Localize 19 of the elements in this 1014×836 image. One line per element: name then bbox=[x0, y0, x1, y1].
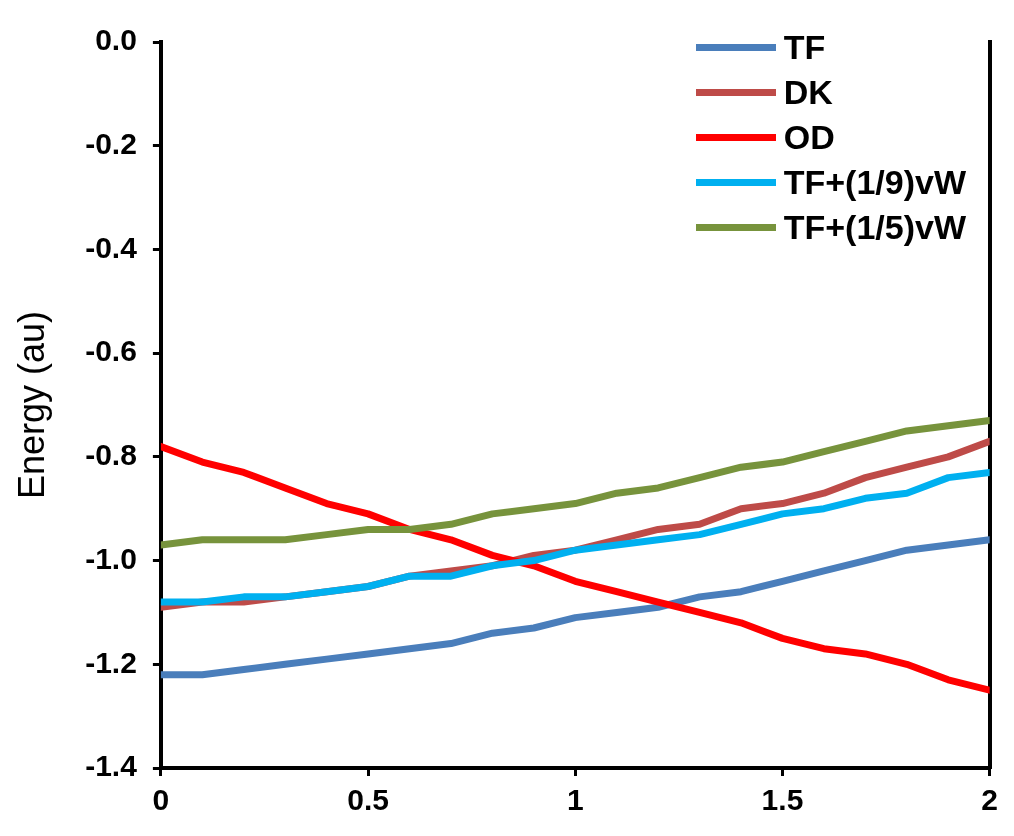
x-tick-label: 0.5 bbox=[347, 783, 389, 817]
y-tick-label: -1.4 bbox=[85, 749, 138, 783]
y-tick-label: -0.2 bbox=[85, 126, 137, 160]
y-tick-label: -0.8 bbox=[85, 438, 137, 472]
y-tick-label: 0.0 bbox=[95, 23, 137, 57]
y-tick-label: -0.6 bbox=[85, 334, 137, 368]
legend-label: TF+(1/9)vW bbox=[783, 163, 966, 202]
legend-label: TF bbox=[783, 28, 826, 67]
legend-label: TF+(1/5)vW bbox=[783, 208, 966, 247]
x-tick-label: 2 bbox=[981, 783, 998, 817]
x-tick-label: 1 bbox=[566, 783, 584, 817]
legend-label: OD bbox=[783, 118, 835, 157]
y-tick-label: -0.4 bbox=[85, 230, 138, 264]
y-axis-title: Energy (au) bbox=[10, 310, 52, 500]
x-tick-label: 0 bbox=[152, 783, 170, 817]
y-tick-label: -1.0 bbox=[85, 541, 137, 575]
y-tick-label: -1.2 bbox=[85, 645, 137, 679]
legend-label: DK bbox=[783, 73, 833, 112]
x-tick-label: 1.5 bbox=[761, 783, 804, 817]
